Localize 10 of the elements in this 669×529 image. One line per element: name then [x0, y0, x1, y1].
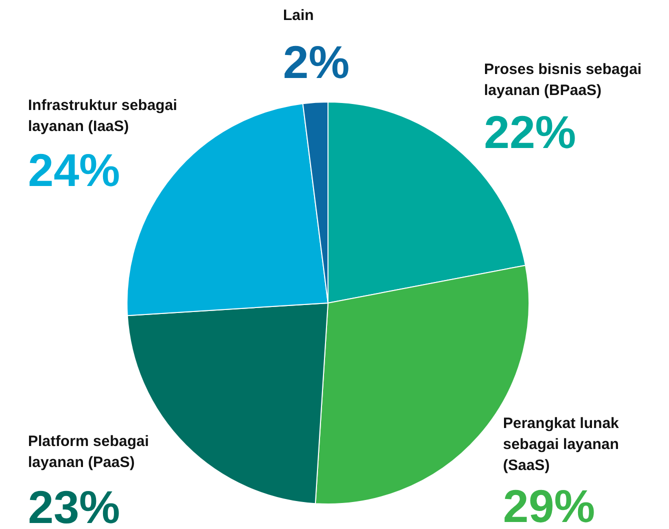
data-label: 23%	[28, 481, 120, 529]
slice-label: Infrastruktur sebagai layanan (IaaS)	[28, 97, 178, 135]
data-label: 29%	[503, 480, 596, 529]
data-label: 22%	[484, 106, 576, 158]
slice-label: Platform sebagai layanan (PaaS)	[28, 433, 149, 471]
data-label: 2%	[283, 36, 350, 88]
slice-label: Perangkat lunak sebagai layanan (SaaS)	[503, 415, 620, 474]
slice-label: Lain	[283, 7, 314, 24]
data-label: 24%	[28, 144, 120, 196]
slice-label: Proses bisnis sebagai layanan (BPaaS)	[484, 61, 642, 99]
